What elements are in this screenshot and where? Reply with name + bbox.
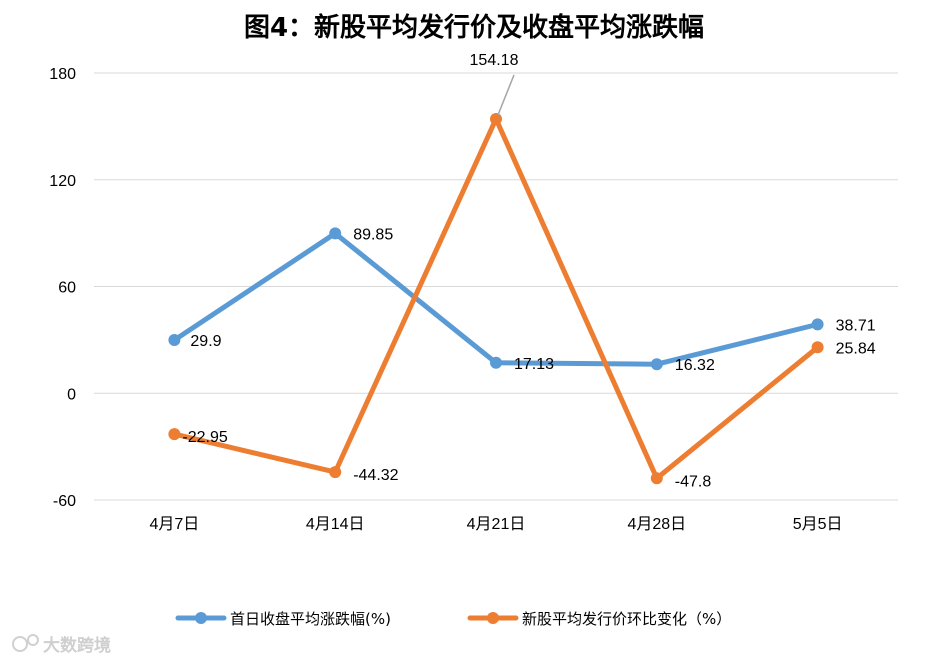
x-tick-label: 4月28日 [627,516,686,533]
x-tick-label: 4月14日 [306,516,365,533]
legend-swatch-marker [487,612,499,624]
legend-swatch-marker [195,612,207,624]
y-tick-label: 60 [58,280,76,297]
y-tick-label: -60 [53,493,76,510]
x-axis-ticks: 4月7日 4月14日 4月21日 4月28日 5月5日 [149,516,842,533]
data-label: -22.95 [182,429,227,446]
data-point-0 [329,227,342,240]
watermark: 大数跨境 [12,634,111,656]
data-point-0 [811,318,824,331]
data-label: 154.18 [470,52,519,69]
x-tick-label: 4月7日 [149,516,199,533]
data-point-1 [811,341,824,354]
data-label: 89.85 [353,226,393,243]
y-tick-label: 0 [67,386,76,403]
y-axis-ticks: -60 0 60 120 180 [49,66,76,510]
series-line-0 [171,230,821,367]
data-label: -44.32 [353,467,398,484]
watermark-text: 大数跨境 [43,635,111,656]
legend-label: 新股平均发行价环比变化（%） [522,610,731,628]
data-point-1 [329,466,342,479]
data-label: 38.71 [836,317,876,334]
data-point-1 [650,472,663,485]
data-point-0 [490,356,502,369]
series-lines [168,112,824,485]
chart-title: 图4：新股平均发行价及收盘平均涨跌幅 [244,12,704,43]
label-leader-line [497,74,515,116]
legend-label: 首日收盘平均涨跌幅(%) [230,610,391,628]
legend: 首日收盘平均涨跌幅(%) 新股平均发行价环比变化（%） [175,610,731,628]
data-label: 25.84 [836,340,876,357]
y-tick-label: 120 [49,173,76,190]
x-tick-label: 5月5日 [793,516,843,533]
data-point-0 [650,358,663,371]
data-labels: 29.9 89.85 17.13 16.32 38.71 -22.95 -44.32 154.… [182,52,875,490]
series-line-1 [171,116,821,481]
data-label: 17.13 [514,356,554,373]
data-label: -47.8 [675,473,712,490]
dashuju-logo-icon [12,634,39,652]
data-label: 16.32 [675,357,715,374]
data-label: 29.9 [190,333,221,350]
data-point-1 [490,112,502,125]
y-tick-label: 180 [49,66,76,83]
data-point-1 [168,428,181,441]
x-tick-label: 4月21日 [467,516,526,533]
data-point-0 [168,334,181,347]
